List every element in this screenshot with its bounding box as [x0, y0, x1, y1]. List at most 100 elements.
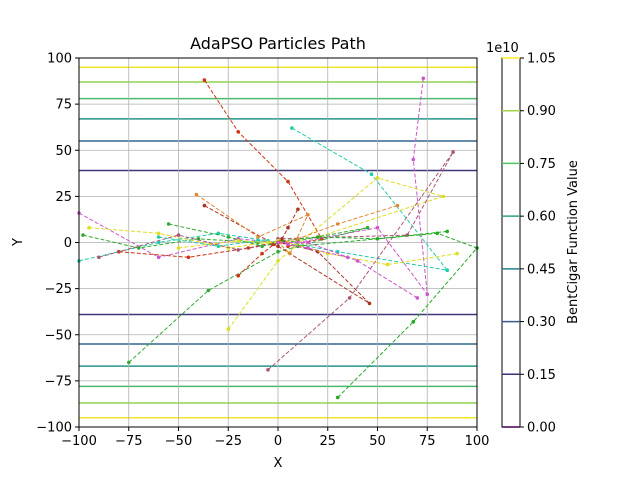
colorbar-levels	[502, 57, 520, 428]
path-point	[97, 255, 101, 260]
path-point	[166, 222, 171, 226]
path-point	[246, 246, 250, 250]
path-point	[286, 242, 290, 247]
colorbar-ticks: 0.00 0.15 0.30 0.45 0.60 0.75 0.90 1.05	[520, 52, 556, 436]
path-point	[355, 259, 360, 263]
x-tick-label: −75	[115, 434, 142, 449]
path-point	[87, 225, 91, 230]
path-point	[260, 244, 264, 248]
colorbar-tick-label: 0.45	[527, 262, 556, 277]
y-tick-label: 50	[55, 144, 72, 159]
particle-path	[296, 231, 479, 400]
path-line	[279, 205, 398, 243]
x-tick-label: 75	[419, 434, 436, 449]
path-point	[266, 368, 270, 372]
path-point	[365, 225, 370, 230]
particle-path	[176, 238, 280, 250]
path-point	[202, 203, 207, 208]
path-point	[375, 237, 380, 241]
path-point	[276, 240, 280, 245]
particle-path	[226, 176, 446, 332]
path-line	[82, 234, 259, 249]
path-point	[286, 225, 290, 230]
path-line	[227, 177, 445, 330]
path-line	[281, 230, 448, 242]
path-point	[236, 248, 240, 252]
path-point	[306, 213, 310, 217]
path-point	[455, 251, 459, 256]
path-point	[236, 238, 240, 243]
path-line	[118, 240, 283, 258]
x-tick-label: 50	[369, 434, 386, 449]
y-tick-label: 0	[64, 236, 72, 251]
y-tick-label: −50	[45, 328, 72, 343]
path-point	[411, 320, 416, 324]
path-point	[335, 249, 340, 254]
path-point	[296, 237, 300, 241]
colorbar-tick-label: 0.75	[527, 157, 556, 172]
path-point	[276, 244, 280, 248]
path-point	[415, 296, 420, 300]
path-point	[236, 130, 240, 134]
y-tick-label: −75	[45, 374, 72, 389]
path-line	[278, 242, 418, 299]
particle-path	[194, 192, 310, 256]
path-point	[156, 235, 161, 239]
path-point	[136, 246, 141, 250]
colorbar-tick-label: 0.00	[527, 421, 556, 436]
path-point	[375, 176, 380, 180]
path-line	[78, 232, 269, 262]
path-point	[395, 203, 400, 208]
path-point	[385, 262, 390, 267]
path-point	[369, 172, 374, 176]
path-point	[256, 235, 260, 239]
x-tick-label: 25	[319, 434, 336, 449]
path-point	[288, 251, 292, 256]
path-point	[345, 255, 350, 260]
path-point	[276, 249, 280, 254]
path-point	[347, 296, 352, 300]
path-point	[425, 292, 430, 297]
path-point	[186, 255, 191, 260]
y-ticks: −100 −75 −50 −25 0 25 50 75 100	[36, 52, 79, 436]
path-line	[178, 240, 278, 249]
path-point	[156, 231, 161, 236]
path-point	[286, 179, 290, 184]
path-point	[445, 229, 450, 234]
path-line	[203, 79, 323, 247]
path-point	[290, 126, 294, 130]
y-tick-label: −25	[45, 282, 72, 297]
path-point	[226, 327, 231, 332]
path-point	[335, 395, 340, 400]
path-point	[194, 192, 199, 197]
path-point	[236, 273, 240, 278]
colorbar-tick-label: 0.30	[527, 315, 556, 330]
path-line	[297, 232, 478, 398]
colorbar-tick-label: 0.90	[527, 104, 556, 119]
particle-path	[276, 240, 350, 260]
path-point	[156, 240, 161, 245]
x-ticks: −100 −75 −50 −25 0 25 50 75 100	[61, 427, 489, 449]
path-point	[441, 194, 446, 199]
x-tick-label: 0	[274, 434, 282, 449]
particle-path	[296, 76, 430, 297]
path-point	[202, 78, 207, 82]
colorbar-tick-label: 1.05	[527, 52, 556, 67]
path-point	[316, 235, 320, 239]
colorbar-tick-label: 0.60	[527, 210, 556, 225]
path-point	[176, 246, 181, 250]
path-line	[277, 127, 449, 271]
path-point	[445, 268, 450, 273]
path-point	[176, 233, 181, 237]
path-line	[267, 151, 454, 371]
path-line	[88, 227, 279, 249]
particle-path	[266, 150, 455, 372]
x-tick-label: −50	[165, 434, 192, 449]
x-tick-label: −25	[215, 434, 242, 449]
colorbar: 0.00 0.15 0.30 0.45 0.60 0.75 0.90 1.05 1e10 Be…	[486, 41, 581, 436]
x-axis-label: X	[274, 456, 283, 471]
colorbar-frame	[501, 57, 521, 428]
path-point	[375, 225, 380, 230]
chart-title: AdaPSO Particles Path	[190, 34, 366, 53]
